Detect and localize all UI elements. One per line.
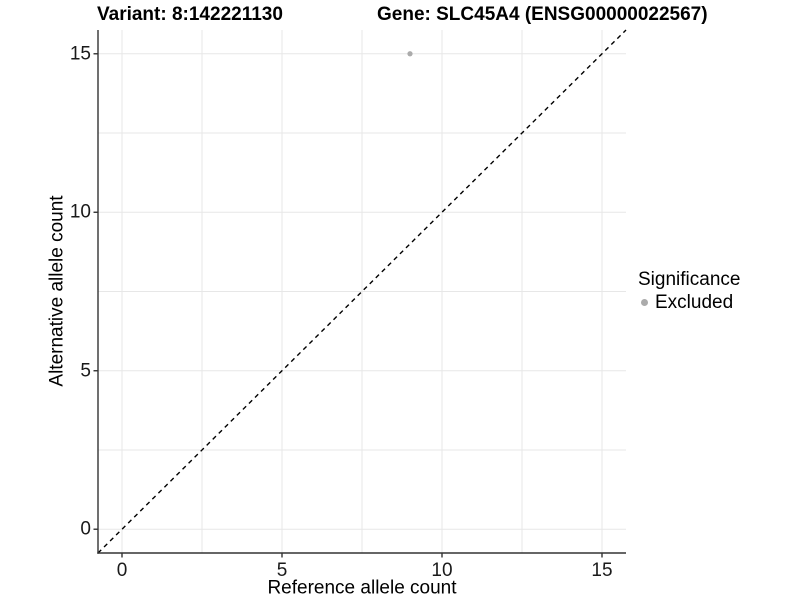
legend-item-excluded: Excluded [641, 292, 740, 313]
plot-title-variant: Variant: 8:142221130 [97, 4, 283, 25]
legend-title: Significance [638, 269, 741, 290]
data-point [407, 51, 413, 57]
plot-title-gene: Gene: SLC45A4 (ENSG00000022567) [377, 4, 708, 25]
y-tick-label: 15 [69, 43, 91, 65]
legend-key-point-icon [641, 299, 648, 306]
y-tick-label: 0 [80, 518, 91, 540]
x-axis-title: Reference allele count [267, 577, 457, 599]
axis-lines [97, 30, 626, 554]
x-tick-label: 10 [431, 560, 453, 581]
data-points [407, 51, 413, 57]
legend: Significance Excluded [638, 269, 740, 313]
y-tick-label: 10 [69, 201, 91, 223]
x-tick-label: 0 [116, 560, 128, 581]
x-tick-label: 15 [591, 560, 613, 581]
legend-item-label: Excluded [655, 292, 734, 313]
y-axis-title: Alternative allele count [46, 195, 68, 387]
gridlines [98, 30, 626, 553]
x-tick-label: 5 [276, 560, 288, 581]
tick-marks [93, 53, 603, 558]
y-tick-label: 5 [80, 360, 91, 382]
